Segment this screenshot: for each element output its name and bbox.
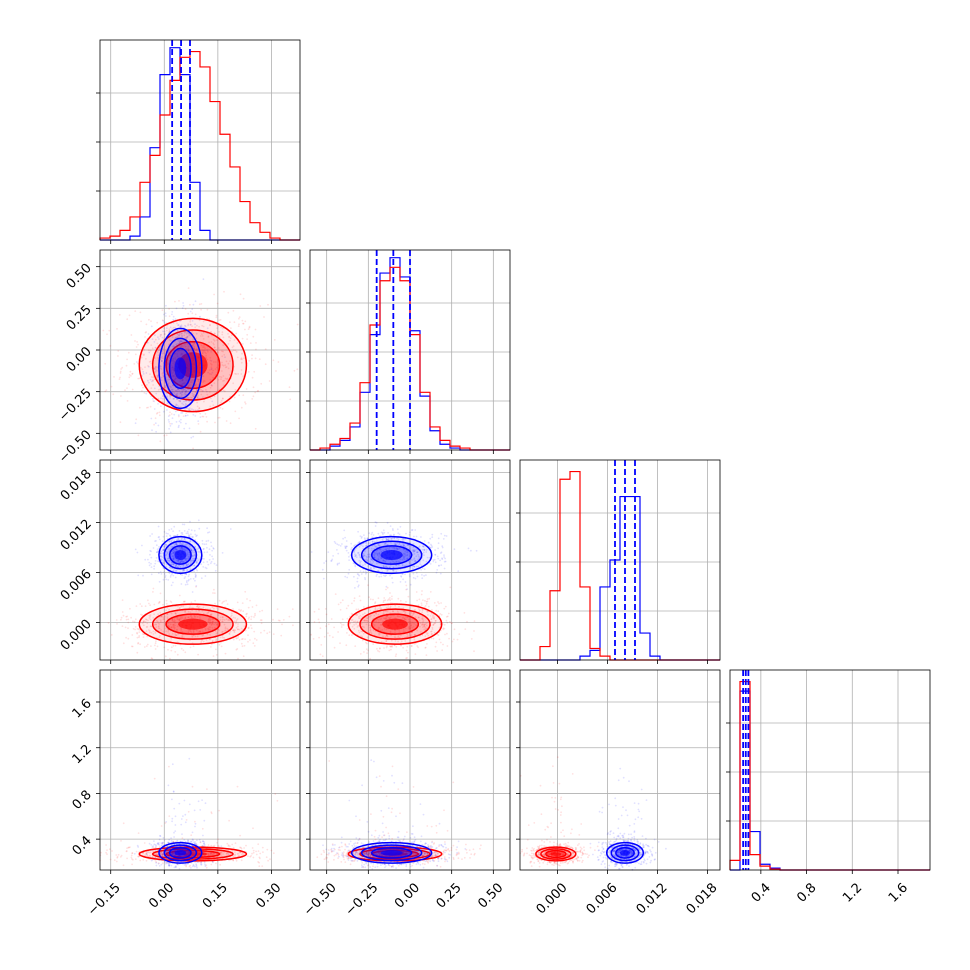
contour-blue: [350, 841, 433, 864]
scatter-panel: 0.000 0.006 0.012 0.018: [58, 459, 301, 664]
axes-frame: [99, 39, 301, 241]
histogram-panel: [96, 39, 301, 244]
contour-blue: [370, 545, 413, 565]
contour-red: [359, 608, 431, 640]
contour-blue: [610, 844, 640, 862]
contour-blue: [163, 337, 198, 400]
density-fill-blue: [619, 850, 631, 856]
contour-blue: [168, 545, 192, 565]
contour-blue: [360, 844, 423, 862]
axes-frame: [99, 459, 301, 661]
x-tick-label: −0.50: [301, 880, 340, 919]
x-tick-label: 0.006: [584, 880, 621, 917]
x-tick-label: 0.50: [475, 880, 506, 911]
histogram-panel: [306, 249, 511, 454]
contour-red: [359, 848, 431, 860]
density-fill-blue: [174, 549, 187, 561]
x-tick-label: 0.25: [434, 880, 465, 911]
x-tick-label: 0.15: [200, 880, 231, 911]
x-tick-label: 0.012: [634, 880, 671, 917]
scatter-panel: [306, 459, 511, 664]
y-tick-label: 0.00: [64, 344, 95, 375]
y-tick-label: 0.50: [64, 261, 95, 292]
density-fill-blue: [380, 549, 403, 561]
x-tick-label: 0.30: [253, 880, 284, 911]
contour-blue: [158, 535, 203, 575]
contour-red: [138, 317, 248, 413]
contour-blue: [168, 347, 192, 390]
x-tick-label: 0.00: [392, 880, 423, 911]
x-tick-label: 0.8: [794, 880, 819, 905]
y-tick-label: 0.8: [70, 788, 95, 813]
contour-red: [540, 848, 572, 860]
y-tick-label: −0.50: [56, 428, 95, 467]
density-fill-red: [178, 618, 208, 630]
scatter-panel: −0.50−0.25 0.00 0.25 0.50: [301, 669, 511, 919]
contour-red: [138, 603, 248, 645]
contour-blue: [370, 846, 413, 859]
axes-frame: [99, 669, 301, 871]
y-tick-label: 0.25: [64, 303, 95, 334]
y-tick-label: 1.6: [70, 696, 95, 721]
density-fill-blue: [174, 850, 187, 856]
scatter-panel: −0.15 0.00 0.15 0.30 0.4 0.8 1.2 1.6: [70, 669, 301, 919]
contour-blue: [168, 846, 192, 859]
y-tick-label: −0.25: [56, 386, 95, 425]
density-fill-blue: [380, 850, 403, 856]
x-tick-label: 1.6: [886, 880, 911, 905]
contour-red: [347, 603, 443, 645]
x-tick-label: −0.15: [85, 880, 124, 919]
x-tick-label: 0.00: [146, 880, 177, 911]
contour-red: [545, 849, 567, 859]
density-fill-red: [382, 618, 408, 630]
x-tick-label: 0.000: [534, 880, 571, 917]
x-tick-label: 0.4: [749, 880, 774, 905]
x-tick-label: 1.2: [840, 880, 865, 905]
axes-frame: [729, 669, 931, 871]
histogram-red: [99, 50, 300, 241]
y-tick-label: 1.2: [70, 742, 95, 767]
x-tick-label: −0.25: [343, 880, 382, 919]
contour-red: [535, 846, 577, 862]
contour-blue: [163, 844, 198, 862]
axes-frame: [519, 669, 721, 871]
contour-blue: [360, 540, 423, 570]
contour-blue: [163, 540, 198, 570]
histogram-red: [310, 266, 510, 451]
histogram-panel: [516, 459, 721, 664]
contour-blue: [615, 846, 635, 859]
y-tick-label: 0.4: [70, 833, 95, 858]
contour-blue: [158, 841, 203, 864]
contour-blue: [158, 327, 203, 410]
scatter-panel: −0.50−0.25 0.00 0.25 0.50: [56, 249, 301, 467]
x-tick-label: 0.018: [684, 880, 721, 917]
scatter-panel: 0.000 0.006 0.012 0.018: [516, 669, 721, 917]
contour-red: [165, 613, 221, 635]
contour-blue: [605, 841, 645, 864]
density-fill-red: [550, 852, 562, 856]
histogram-panel: 0.4 0.8 1.2 1.6: [726, 669, 931, 906]
y-tick-label: 0.012: [58, 517, 95, 554]
contour-red: [370, 613, 420, 635]
axes-frame: [519, 459, 721, 661]
y-tick-label: 0.006: [58, 567, 95, 604]
y-tick-label: 0.000: [58, 617, 95, 654]
contour-blue: [350, 535, 433, 575]
density-fill-blue: [174, 357, 187, 380]
y-tick-label: 0.018: [58, 467, 95, 504]
contour-red: [151, 608, 234, 640]
